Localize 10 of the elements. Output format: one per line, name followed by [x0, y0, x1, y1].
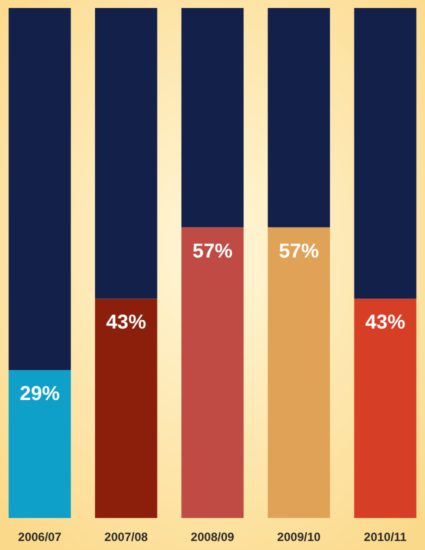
x-tick-label: 2009/10 — [277, 530, 321, 544]
x-tick-label: 2010/11 — [364, 530, 407, 544]
x-tick-label: 2006/07 — [18, 530, 62, 544]
data-label: 57% — [278, 240, 320, 262]
data-label: 43% — [365, 312, 406, 334]
x-tick-label: 2008/09 — [190, 530, 235, 544]
data-label: 29% — [20, 383, 60, 406]
x-tick-label: 2007/08 — [104, 530, 148, 544]
data-label: 57% — [192, 240, 233, 262]
data-label: 43% — [106, 312, 146, 334]
